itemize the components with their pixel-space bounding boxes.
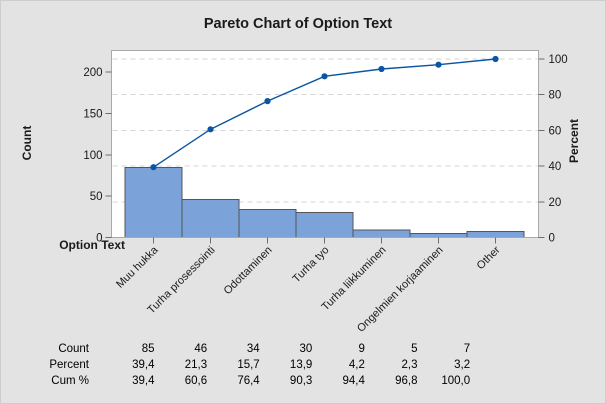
left-axis-title: Count: [20, 126, 34, 161]
left-tick-label: 50: [90, 191, 103, 203]
right-tick-label: 40: [549, 161, 562, 173]
table-row-label: Count: [58, 343, 89, 355]
table-cell: 94,4: [342, 374, 365, 387]
table-cell: 30: [299, 343, 313, 355]
pareto-bar-3[interactable]: [238, 208, 297, 238]
left-tick-label: 0: [96, 233, 102, 245]
table-cell: 9: [358, 343, 365, 355]
pareto-bar-5[interactable]: [352, 229, 411, 238]
table-cell: 90,3: [289, 374, 313, 387]
pareto-bar-6[interactable]: [409, 232, 468, 239]
table-cell: 39,4: [132, 374, 155, 387]
table-cell: 13,9: [289, 359, 313, 371]
left-tick-label: 200: [83, 67, 102, 79]
table-cell: 39,4: [132, 359, 155, 371]
cumulative-marker-1[interactable]: [150, 164, 157, 171]
pareto-bar-7[interactable]: [466, 231, 525, 238]
table-cell: 5: [411, 343, 418, 355]
chart-title: Pareto Chart of Option Text: [203, 16, 393, 32]
table-cell: 46: [194, 343, 208, 355]
right-tick-label: 100: [549, 54, 568, 66]
pareto-bar-2[interactable]: [181, 198, 240, 239]
left-tick-label: 150: [83, 109, 102, 121]
table-cell: 96,8: [395, 374, 418, 387]
right-tick-label: 60: [549, 125, 562, 137]
table-cell: 100,0: [441, 374, 471, 387]
table-cell: 85: [141, 343, 155, 355]
table-cell: 2,3: [401, 359, 418, 371]
category-label: Turha tyo: [291, 244, 332, 285]
table-cell: 60,6: [184, 374, 208, 387]
pareto-bar-4[interactable]: [295, 212, 354, 238]
table-cell: 7: [463, 343, 471, 355]
table-row-label: Percent: [49, 359, 89, 371]
table-cell: 76,4: [237, 374, 260, 387]
x-axis-title: Option Text: [59, 238, 125, 252]
table-cell: 3,2: [454, 359, 471, 371]
cumulative-marker-6[interactable]: [435, 61, 442, 68]
right-tick-label: 20: [549, 197, 562, 209]
cumulative-marker-2[interactable]: [207, 126, 214, 133]
right-axis-title: Percent: [567, 119, 581, 163]
pareto-bar-1[interactable]: [124, 166, 183, 238]
table-cell: 21,3: [184, 359, 208, 371]
table-cell: 34: [246, 343, 260, 355]
left-tick-label: 100: [83, 150, 102, 162]
cumulative-marker-7[interactable]: [492, 55, 499, 63]
cumulative-marker-5[interactable]: [378, 65, 385, 73]
category-label: Other: [475, 244, 503, 272]
table-row-label: Cum %: [51, 374, 89, 387]
cumulative-marker-4[interactable]: [321, 73, 328, 80]
table-cell: 15,7: [237, 359, 260, 371]
table-cell: 4,2: [348, 359, 365, 371]
category-label: Odottaminen: [222, 244, 275, 297]
right-tick-label: 80: [549, 90, 562, 102]
right-tick-label: 0: [549, 233, 555, 245]
cumulative-marker-3[interactable]: [264, 98, 271, 105]
